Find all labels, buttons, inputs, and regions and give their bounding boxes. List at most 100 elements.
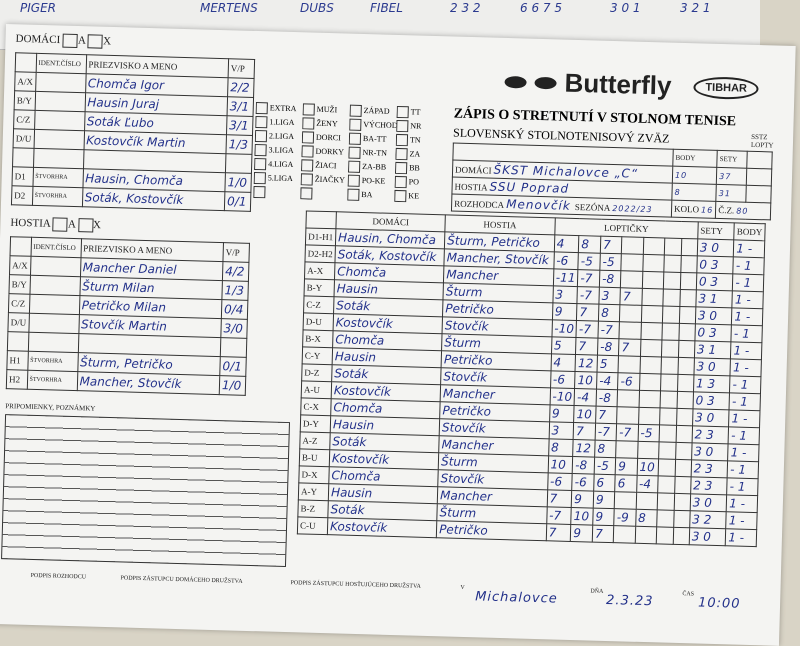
category-option[interactable]: VÝCHOD bbox=[349, 118, 397, 132]
set-score: -7 bbox=[577, 269, 600, 288]
checkbox[interactable] bbox=[253, 185, 266, 198]
category-option[interactable]: BB bbox=[394, 161, 442, 175]
empty-cell bbox=[27, 332, 79, 353]
category-option[interactable]: TN bbox=[395, 133, 443, 147]
checkbox[interactable] bbox=[394, 189, 407, 202]
set-score: 4 bbox=[550, 353, 576, 372]
category-label: 4.LIGA bbox=[268, 159, 294, 170]
category-option[interactable]: PO-KE bbox=[347, 174, 395, 188]
category-option[interactable]: NR bbox=[396, 119, 443, 133]
category-option[interactable]: 2.LIGA bbox=[254, 129, 302, 143]
tibhar-logo: TIBHAR bbox=[693, 75, 760, 100]
player-pos: C/Z bbox=[13, 109, 35, 130]
checkbox[interactable] bbox=[347, 174, 360, 187]
category-option[interactable]: EXTRA bbox=[255, 101, 303, 115]
doubles-pos: H1 bbox=[6, 350, 28, 371]
category-option[interactable]: MUŽI bbox=[302, 102, 350, 116]
category-option[interactable]: ŽIAČKY bbox=[300, 172, 348, 186]
category-option[interactable]: 5.LIGA bbox=[253, 171, 301, 185]
category-option[interactable]: 1.LIGA bbox=[255, 115, 302, 129]
referee: Menovčík bbox=[505, 197, 572, 213]
player-vp: 1/3 bbox=[221, 280, 249, 301]
checkbox[interactable] bbox=[253, 171, 266, 184]
checkbox[interactable] bbox=[300, 186, 313, 200]
home-players-table: IDENT.ČÍSLO PRIEZVISKO A MENO V/P A/X Chomča… bbox=[11, 52, 255, 212]
sstz-label: SSTZ LOPTY bbox=[750, 132, 774, 150]
category-option[interactable]: ŽIACI bbox=[301, 158, 348, 172]
checkbox[interactable] bbox=[394, 161, 408, 174]
category-option[interactable]: ZA bbox=[395, 147, 442, 161]
category-option[interactable]: ZA-BB bbox=[347, 160, 395, 174]
set-score bbox=[638, 407, 661, 425]
sety-label: SETY bbox=[716, 150, 748, 169]
checkbox[interactable] bbox=[301, 158, 314, 172]
checkbox[interactable] bbox=[395, 133, 409, 146]
ident-field bbox=[35, 72, 86, 93]
checkbox[interactable] bbox=[349, 104, 362, 117]
checkbox[interactable] bbox=[396, 105, 409, 118]
match-code: A-U bbox=[301, 380, 332, 399]
checkbox[interactable] bbox=[254, 129, 268, 142]
checkbox[interactable] bbox=[348, 146, 361, 159]
set-score bbox=[637, 441, 660, 459]
checkbox[interactable] bbox=[255, 101, 268, 114]
match-points: 1 - bbox=[726, 494, 758, 513]
bg-text: 3 2 1 bbox=[680, 1, 711, 15]
checkbox[interactable] bbox=[302, 102, 315, 116]
category-option[interactable]: BA-TT bbox=[348, 132, 396, 146]
set-score bbox=[617, 389, 640, 408]
set-score: 10 bbox=[547, 455, 573, 474]
checkbox[interactable] bbox=[302, 116, 315, 130]
category-option[interactable]: DORCI bbox=[301, 130, 349, 144]
category-option[interactable]: ŽENY bbox=[302, 116, 349, 130]
checkbox[interactable] bbox=[349, 118, 362, 131]
category-label: ŽIAČKY bbox=[314, 174, 346, 185]
set-score: 7 bbox=[576, 303, 599, 322]
category-option[interactable]: 3.LIGA bbox=[254, 143, 301, 157]
category-label: BA-TT bbox=[362, 134, 387, 144]
set-score: 9 bbox=[549, 404, 575, 423]
checkbox[interactable] bbox=[395, 147, 408, 160]
checkbox[interactable] bbox=[394, 175, 407, 188]
match-code: B-Y bbox=[304, 278, 335, 297]
checkbox[interactable] bbox=[347, 188, 360, 201]
checkbox[interactable] bbox=[348, 132, 362, 145]
checkbox[interactable] bbox=[254, 143, 267, 156]
category-option[interactable] bbox=[300, 186, 347, 200]
set-score: 7 bbox=[545, 523, 572, 542]
category-option[interactable]: NR-TN bbox=[348, 146, 395, 160]
match-code: B-U bbox=[299, 448, 330, 467]
empty-cell bbox=[679, 289, 697, 307]
checkbox[interactable] bbox=[301, 130, 315, 144]
category-option[interactable]: ZÁPAD bbox=[349, 104, 397, 118]
category-label: BA bbox=[361, 189, 373, 200]
checkbox[interactable] bbox=[255, 115, 268, 128]
doubles-pos: H2 bbox=[6, 369, 28, 390]
checkbox[interactable] bbox=[347, 160, 361, 173]
time: 10:00 bbox=[697, 595, 741, 612]
category-option[interactable]: PO bbox=[394, 175, 442, 189]
player-vp: 3/1 bbox=[226, 115, 254, 136]
match-sets: 2 3 bbox=[690, 476, 728, 495]
ident-header: IDENT.ČÍSLO bbox=[35, 53, 87, 74]
category-option[interactable]: KE bbox=[394, 189, 441, 203]
checkbox[interactable] bbox=[396, 119, 409, 132]
set-score: 7 bbox=[546, 489, 573, 508]
checkbox[interactable] bbox=[300, 172, 313, 186]
category-option[interactable]: TT bbox=[396, 105, 444, 119]
ident-field bbox=[34, 110, 85, 131]
bg-text: 6 6 7 5 bbox=[520, 1, 562, 15]
category-option[interactable] bbox=[253, 185, 300, 199]
category-option[interactable]: BA bbox=[347, 188, 394, 202]
checkbox[interactable] bbox=[254, 157, 267, 170]
home-points: 10 bbox=[672, 166, 717, 185]
set-score: -6 bbox=[553, 251, 579, 270]
checkbox[interactable] bbox=[301, 144, 314, 158]
category-option[interactable]: DORKY bbox=[301, 144, 348, 158]
home-section-label: DOMÁCI A X bbox=[15, 32, 112, 49]
set-score: -10 bbox=[549, 387, 575, 406]
notes-area[interactable] bbox=[1, 414, 290, 568]
category-option[interactable]: 4.LIGA bbox=[254, 157, 301, 171]
empty-cell bbox=[672, 527, 690, 545]
empty-cell bbox=[674, 459, 692, 477]
